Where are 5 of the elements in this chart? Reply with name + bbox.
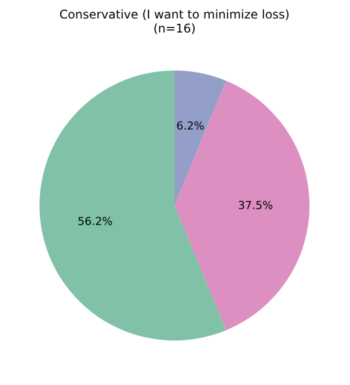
- chart-subtitle: (n=16): [153, 22, 196, 36]
- data-label: 37.5%: [238, 199, 273, 212]
- chart-title: Conservative (I want to minimize loss): [59, 8, 290, 22]
- data-label: 56.2%: [78, 214, 113, 228]
- data-label: 6.2%: [176, 120, 204, 133]
